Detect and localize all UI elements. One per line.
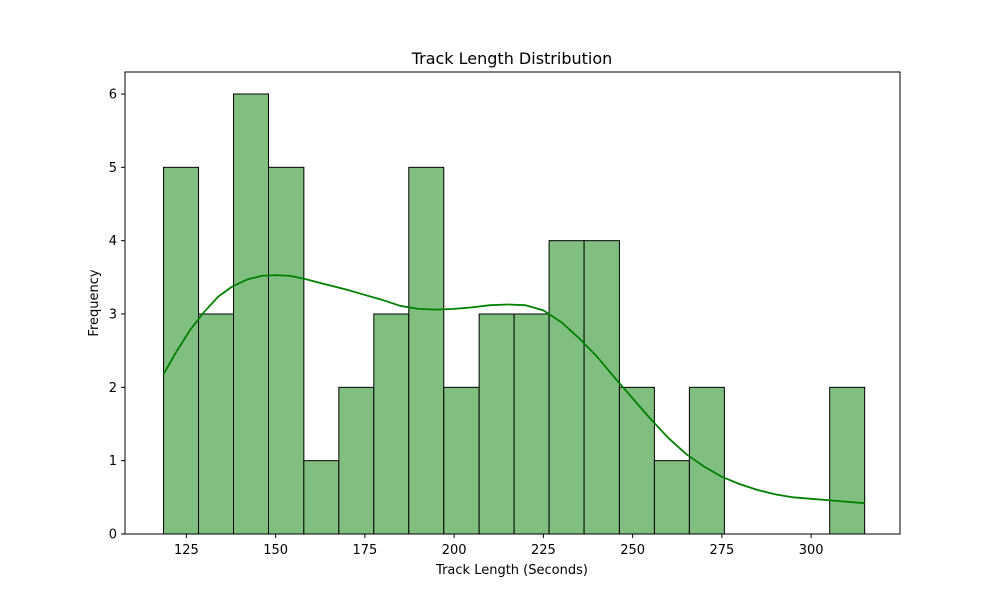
x-tick-label: 125	[174, 543, 199, 558]
y-axis-label: Frequency	[87, 269, 102, 336]
histogram-bar	[829, 386, 866, 535]
chart-title: Track Length Distribution	[411, 49, 613, 68]
y-tick-label: 0	[109, 528, 117, 543]
x-tick-label: 300	[799, 543, 824, 558]
x-axis-label: Track Length (Seconds)	[435, 563, 588, 578]
histogram-bar	[618, 386, 655, 535]
histogram-bar	[443, 386, 480, 535]
histogram-bar	[478, 313, 515, 535]
histogram-bar	[198, 313, 235, 535]
bars-layer	[163, 93, 866, 535]
x-tick-label: 150	[263, 543, 288, 558]
plot-frame	[124, 71, 901, 535]
histogram-bar	[513, 313, 550, 535]
x-tick-label: 175	[352, 543, 377, 558]
y-axis: 0 1 2 3 4 5 6	[109, 88, 125, 543]
histogram-bar	[583, 240, 620, 535]
x-axis: 125 150 175 200 225 250 275 300	[174, 534, 824, 558]
histogram-bar	[268, 166, 305, 535]
histogram-bar	[233, 93, 270, 535]
y-tick-label: 2	[109, 381, 117, 396]
histogram-bar	[408, 166, 445, 535]
kde-layer	[162, 274, 865, 505]
x-tick-label: 250	[620, 543, 645, 558]
histogram-bar	[373, 313, 410, 535]
y-tick-label: 1	[109, 454, 117, 469]
x-tick-label: 275	[709, 543, 734, 558]
x-tick-label: 200	[442, 543, 467, 558]
histogram-bar	[163, 166, 200, 535]
x-tick-label: 225	[531, 543, 556, 558]
y-tick-label: 5	[109, 161, 117, 176]
histogram-bar	[548, 240, 585, 535]
histogram-bar	[653, 460, 690, 535]
y-tick-label: 4	[109, 234, 117, 249]
kde-curve	[162, 274, 865, 505]
y-tick-label: 6	[109, 88, 117, 103]
histogram-bar	[303, 460, 340, 535]
histogram-bar	[338, 386, 375, 535]
y-tick-label: 3	[109, 308, 117, 323]
